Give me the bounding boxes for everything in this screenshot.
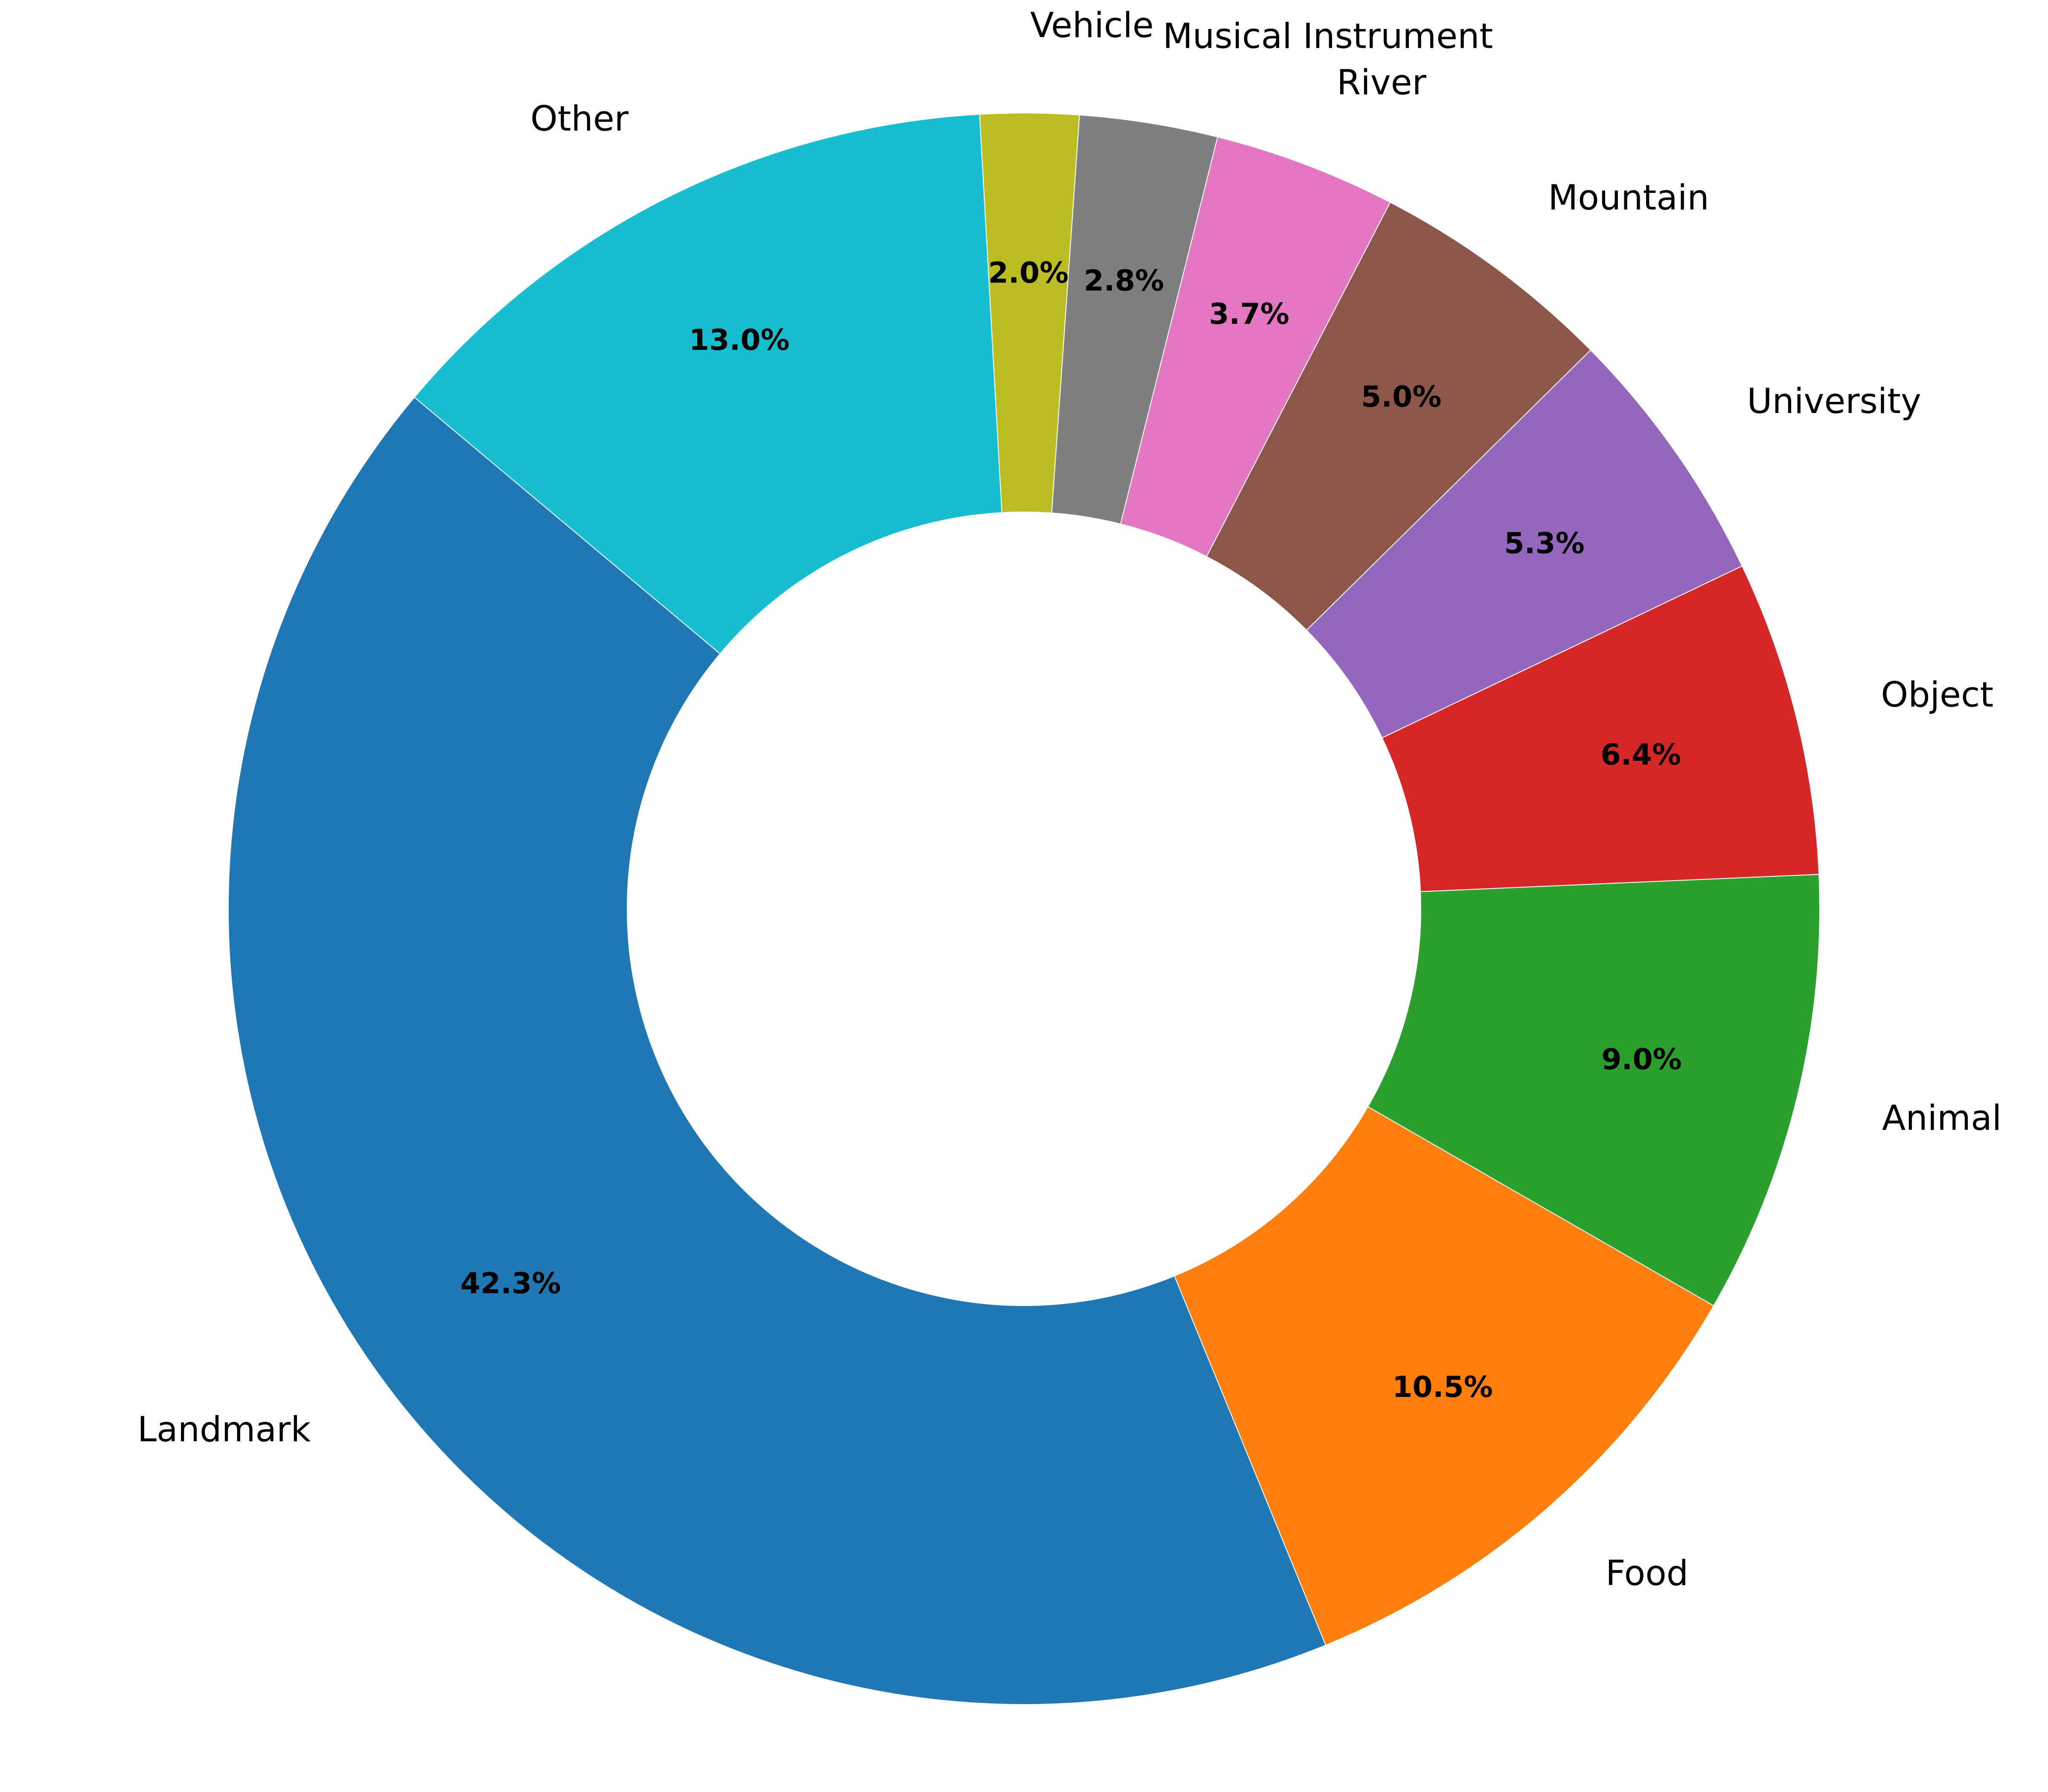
category-label-river: River xyxy=(1337,63,1427,103)
slice-mountain xyxy=(1206,202,1591,631)
slices-group xyxy=(228,113,1820,1705)
pct-label-mountain: 5.0% xyxy=(1361,380,1442,414)
category-label-vehicle: Vehicle xyxy=(1030,6,1154,46)
slice-other xyxy=(414,113,1003,655)
slice-university xyxy=(1306,349,1743,739)
category-label-landmark: Landmark xyxy=(137,1410,311,1450)
pct-label-other: 13.0% xyxy=(689,323,790,357)
category-label-food: Food xyxy=(1606,1553,1688,1594)
category-label-object: Object xyxy=(1881,675,1994,715)
slice-landmark xyxy=(228,397,1327,1705)
pct-label-university: 5.3% xyxy=(1504,527,1585,561)
category-label-other: Other xyxy=(530,99,629,139)
pct-label-animal: 9.0% xyxy=(1601,1043,1682,1076)
pct-label-musical-instrument: 2.8% xyxy=(1084,264,1164,298)
category-label-animal: Animal xyxy=(1882,1098,2001,1138)
slice-food xyxy=(1174,1106,1714,1646)
category-label-musical-instrument: Musical Instrument xyxy=(1163,17,1493,57)
slice-animal xyxy=(1367,874,1820,1306)
pct-label-object: 6.4% xyxy=(1600,738,1681,772)
pct-label-landmark: 42.3% xyxy=(460,1267,561,1300)
category-label-mountain: Mountain xyxy=(1548,178,1709,218)
pct-label-food: 10.5% xyxy=(1392,1370,1493,1404)
pct-label-river: 3.7% xyxy=(1209,297,1289,331)
pct-label-vehicle: 2.0% xyxy=(988,256,1069,290)
percentage-labels-group: 42.3% 10.5% 9.0% 6.4% 5.3% 5.0% 3.7% 2.8% 2.0% 13… xyxy=(460,256,1682,1404)
category-labels-group: Landmark Food Animal Object University Mounta… xyxy=(137,6,2001,1594)
category-label-university: University xyxy=(1747,381,1921,422)
slice-object xyxy=(1382,565,1820,892)
